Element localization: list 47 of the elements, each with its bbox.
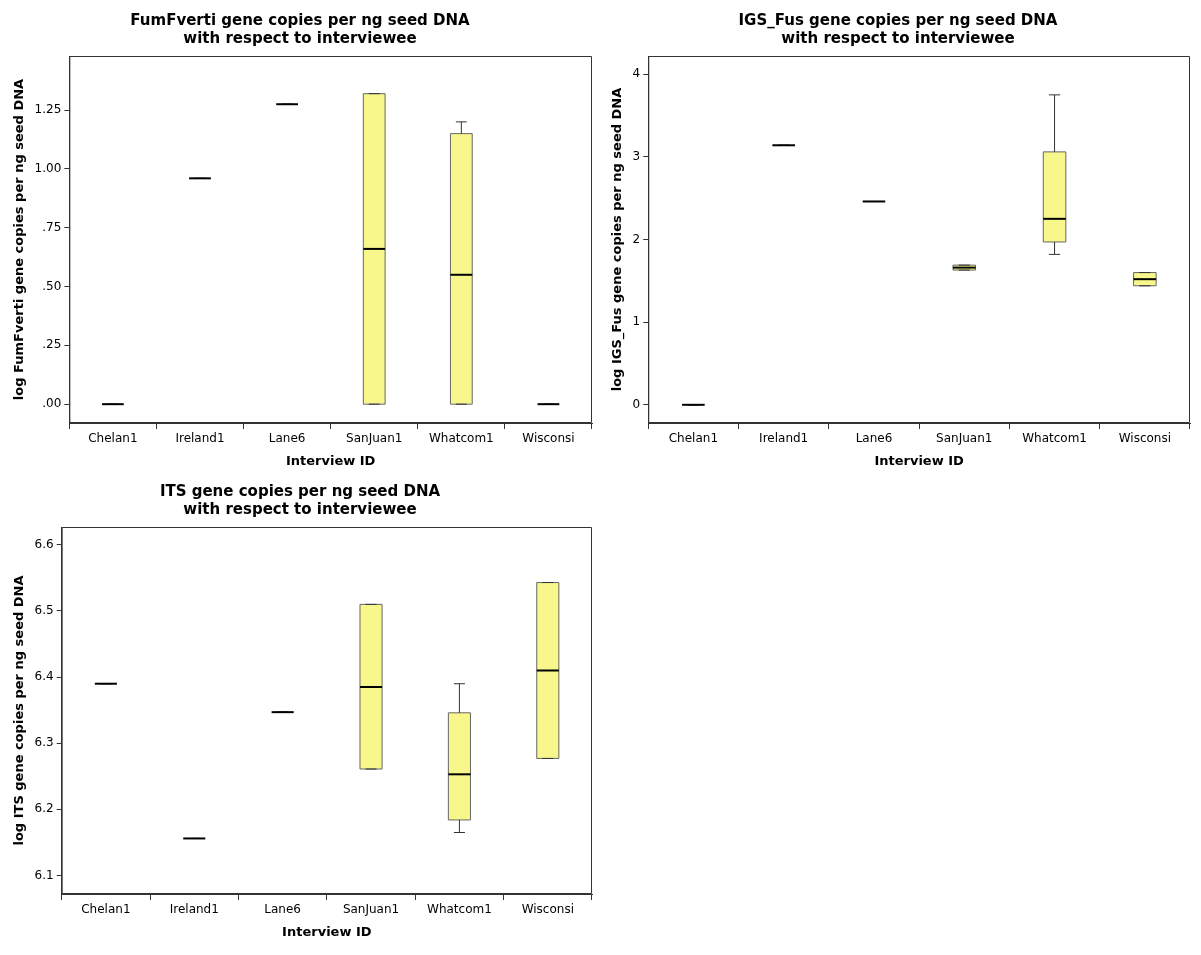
- y-tick-label: 4: [632, 66, 641, 81]
- y-tick-label: 6.3: [34, 735, 54, 750]
- x-tick-label: Wisconsi: [522, 431, 575, 446]
- x-tick-label: Ireland1: [175, 431, 225, 446]
- y-tick-label: 1: [632, 314, 641, 329]
- x-tick-label: Wisconsi: [1118, 431, 1172, 446]
- x-tick-label: Wisconsi: [521, 902, 574, 917]
- x-tick-label: Whatcom1: [428, 431, 494, 446]
- x-tick-label: Lane6: [264, 902, 301, 917]
- y-tick-label: 2: [632, 231, 641, 246]
- y-tick-label: 3: [632, 148, 641, 163]
- chart-subtitle: with respect to interviewee: [781, 28, 1015, 47]
- y-tick-label: .75: [42, 219, 62, 234]
- chart-title: IGS_Fus gene copies per ng seed DNA: [738, 10, 1058, 29]
- x-tick-label: Ireland1: [169, 902, 219, 917]
- x-tick-label: Ireland1: [759, 431, 809, 446]
- y-axis-title: log ITS gene copies per ng seed DNA: [11, 575, 27, 846]
- y-axis-title: log FumFverti gene copies per ng seed DNA: [11, 78, 27, 401]
- chart-title: FumFverti gene copies per ng seed DNA: [130, 10, 471, 29]
- x-axis-title: Interview ID: [282, 923, 372, 939]
- y-tick-label: 6.4: [34, 669, 54, 684]
- x-tick-label: Whatcom1: [427, 902, 492, 917]
- chart-title: ITS gene copies per ng seed DNA: [159, 481, 441, 500]
- x-tick-label: SanJuan1: [346, 431, 403, 446]
- y-tick-label: 0: [632, 396, 641, 411]
- y-axis-title: log IGS_Fus gene copies per ng seed DNA: [609, 87, 626, 392]
- x-axis-title: Interview ID: [874, 452, 965, 468]
- chart-subtitle: with respect to interviewee: [183, 28, 417, 47]
- y-tick-label: 1.25: [34, 102, 62, 117]
- x-tick-label: Chelan1: [81, 902, 131, 917]
- x-tick-label: Chelan1: [668, 431, 719, 446]
- y-tick-label: .00: [42, 396, 62, 411]
- x-axis-title: Interview ID: [285, 452, 376, 468]
- y-tick-label: .25: [42, 337, 62, 352]
- x-tick-label: Chelan1: [88, 431, 138, 446]
- y-tick-label: 6.2: [34, 801, 54, 816]
- x-tick-label: Lane6: [268, 431, 306, 446]
- x-tick-label: Whatcom1: [1022, 431, 1087, 446]
- y-tick-label: .50: [42, 278, 62, 293]
- x-tick-label: SanJuan1: [936, 431, 993, 446]
- y-tick-label: 6.1: [34, 867, 54, 882]
- y-tick-label: 1.00: [34, 161, 62, 176]
- x-tick-label: SanJuan1: [342, 902, 400, 917]
- x-tick-label: Lane6: [855, 431, 893, 446]
- chart-subtitle: with respect to interviewee: [183, 499, 417, 518]
- y-tick-label: 6.5: [34, 603, 54, 618]
- y-tick-label: 6.6: [34, 536, 54, 551]
